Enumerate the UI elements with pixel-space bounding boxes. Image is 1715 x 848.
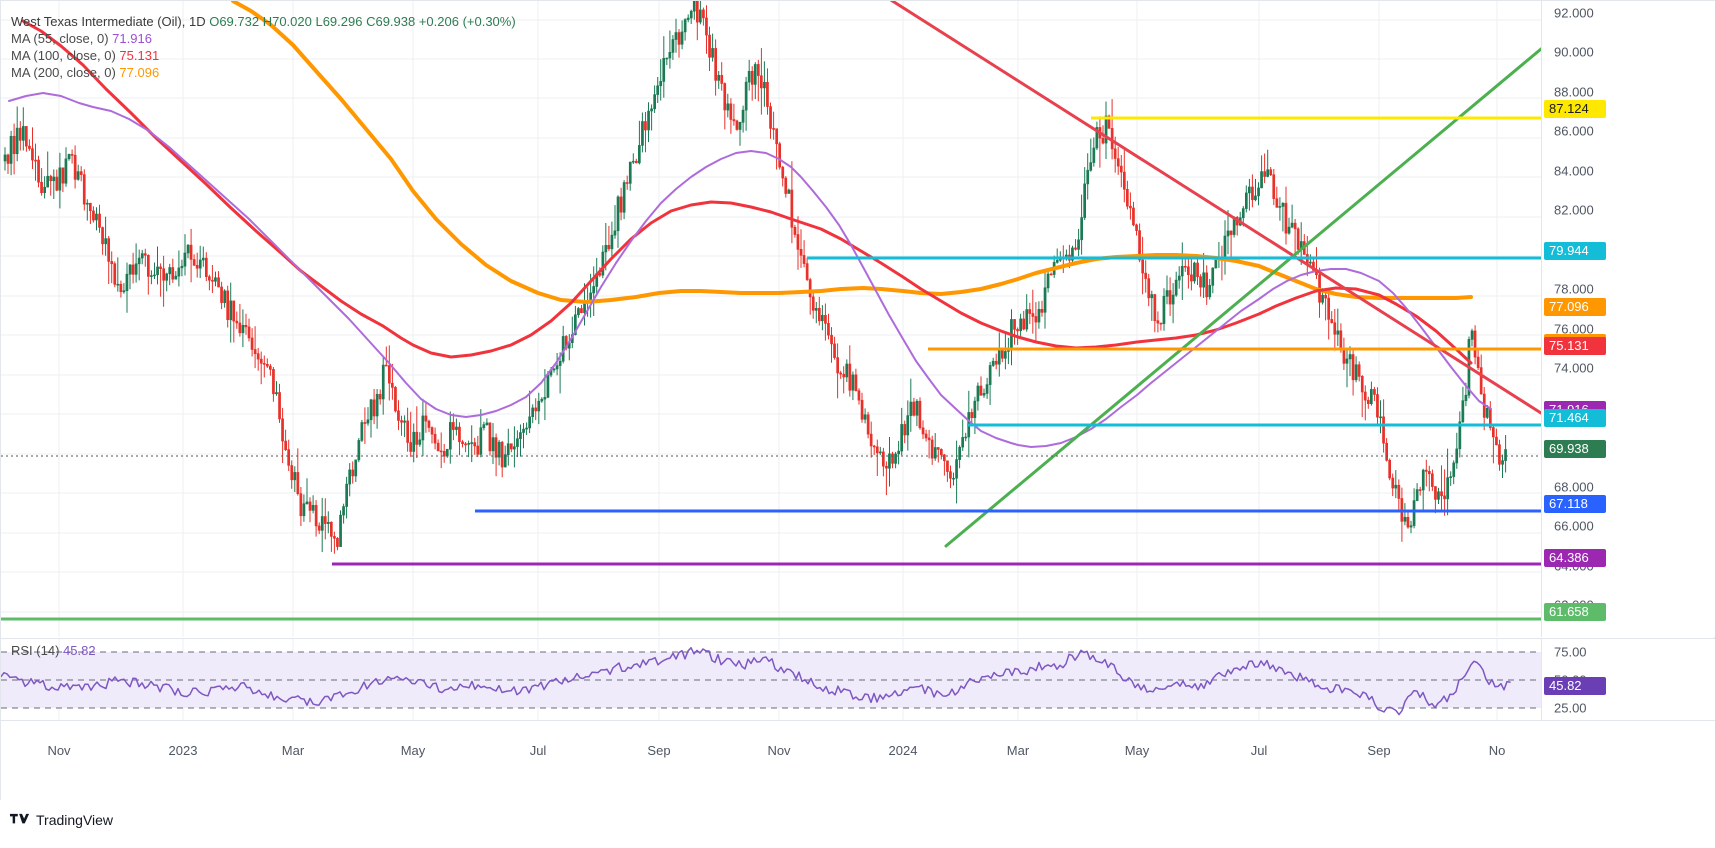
time-label-2023: 2023 — [168, 743, 198, 758]
time-label-mar: Mar — [281, 743, 305, 758]
time-label-sep: Sep — [647, 743, 671, 758]
tradingview-logo-icon — [10, 813, 30, 827]
price-tick-88-000: 88.000 — [1554, 84, 1594, 100]
descending-resistance-trendline[interactable] — [861, 1, 1541, 415]
ma-55-line — [8, 92, 1492, 448]
time-label-2024: 2024 — [888, 743, 918, 758]
rsi-pane[interactable] — [1, 638, 1541, 720]
candlestick-series — [3, 1, 1507, 554]
last-price-69938-badge[interactable]: 69.938 — [1544, 439, 1606, 458]
time-label-may: May — [400, 743, 426, 758]
time-label-nov: Nov — [767, 743, 791, 758]
price-tick-66-000: 66.000 — [1554, 518, 1594, 534]
ma-200-line — [231, 1, 1473, 304]
price-tick-90-000: 90.000 — [1554, 44, 1594, 60]
rsi-canvas — [1, 639, 1541, 720]
tradingview-logo: TradingView — [10, 812, 113, 828]
price-tick-84-000: 84.000 — [1554, 163, 1594, 179]
chart-frame: West Texas Intermediate (Oil), 1D O69.73… — [0, 0, 1715, 800]
time-axis[interactable]: Nov 2023 Mar May Jul Sep Nov 2024 Mar May Jul Sep No — [1, 720, 1715, 800]
time-label-may: May — [1124, 743, 1150, 758]
tradingview-wordmark: TradingView — [36, 812, 114, 828]
time-label-jul: Jul — [529, 743, 547, 758]
price-chart-pane[interactable] — [1, 1, 1541, 637]
time-label-jul: Jul — [1250, 743, 1268, 758]
price-chart-canvas — [1, 1, 1541, 637]
level-67118-badge[interactable]: 67.118 — [1544, 495, 1606, 514]
time-label-no: No — [1488, 743, 1506, 758]
price-tick-74-000: 74.000 — [1554, 360, 1594, 376]
level-79944-badge[interactable]: 79.944 — [1544, 241, 1606, 260]
vertical-gridlines — [58, 1, 1498, 637]
rsi-tick-upper: 75.00 — [1554, 644, 1587, 660]
ascending-support-trendline[interactable] — [944, 47, 1541, 548]
price-tick-82-000: 82.000 — [1554, 202, 1594, 218]
rsi-value-badge: 45.82 — [1544, 677, 1606, 695]
rsi-tick-lower: 25.00 — [1554, 700, 1587, 716]
level-61658-badge[interactable]: 61.658 — [1544, 603, 1606, 622]
level-71464-badge[interactable]: 71.464 — [1544, 409, 1606, 428]
price-tick-68-000: 68.000 — [1554, 479, 1594, 495]
time-label-mar: Mar — [1006, 743, 1030, 758]
price-tick-78-000: 78.000 — [1554, 281, 1594, 297]
horizontal-gridlines — [1, 19, 1541, 613]
level-64386-badge[interactable]: 64.386 — [1544, 549, 1606, 568]
price-axis[interactable]: 92.00090.00088.00086.00084.00082.00080.0… — [1541, 1, 1715, 637]
ma100-75131-badge[interactable]: 75.131 — [1544, 337, 1606, 356]
rsi-line — [1, 646, 1511, 716]
ma200-77096-badge[interactable]: 77.096 — [1544, 298, 1606, 317]
time-label-sep: Sep — [1367, 743, 1391, 758]
price-tick-92-000: 92.000 — [1554, 5, 1594, 21]
price-tick-86-000: 86.000 — [1554, 123, 1594, 139]
rsi-axis[interactable]: 75.00 50.00 25.00 45.82 — [1541, 638, 1715, 720]
price-tick-76-000: 76.000 — [1554, 321, 1594, 337]
level-87124-badge[interactable]: 87.124 — [1544, 100, 1606, 119]
time-label-nov: Nov — [47, 743, 71, 758]
